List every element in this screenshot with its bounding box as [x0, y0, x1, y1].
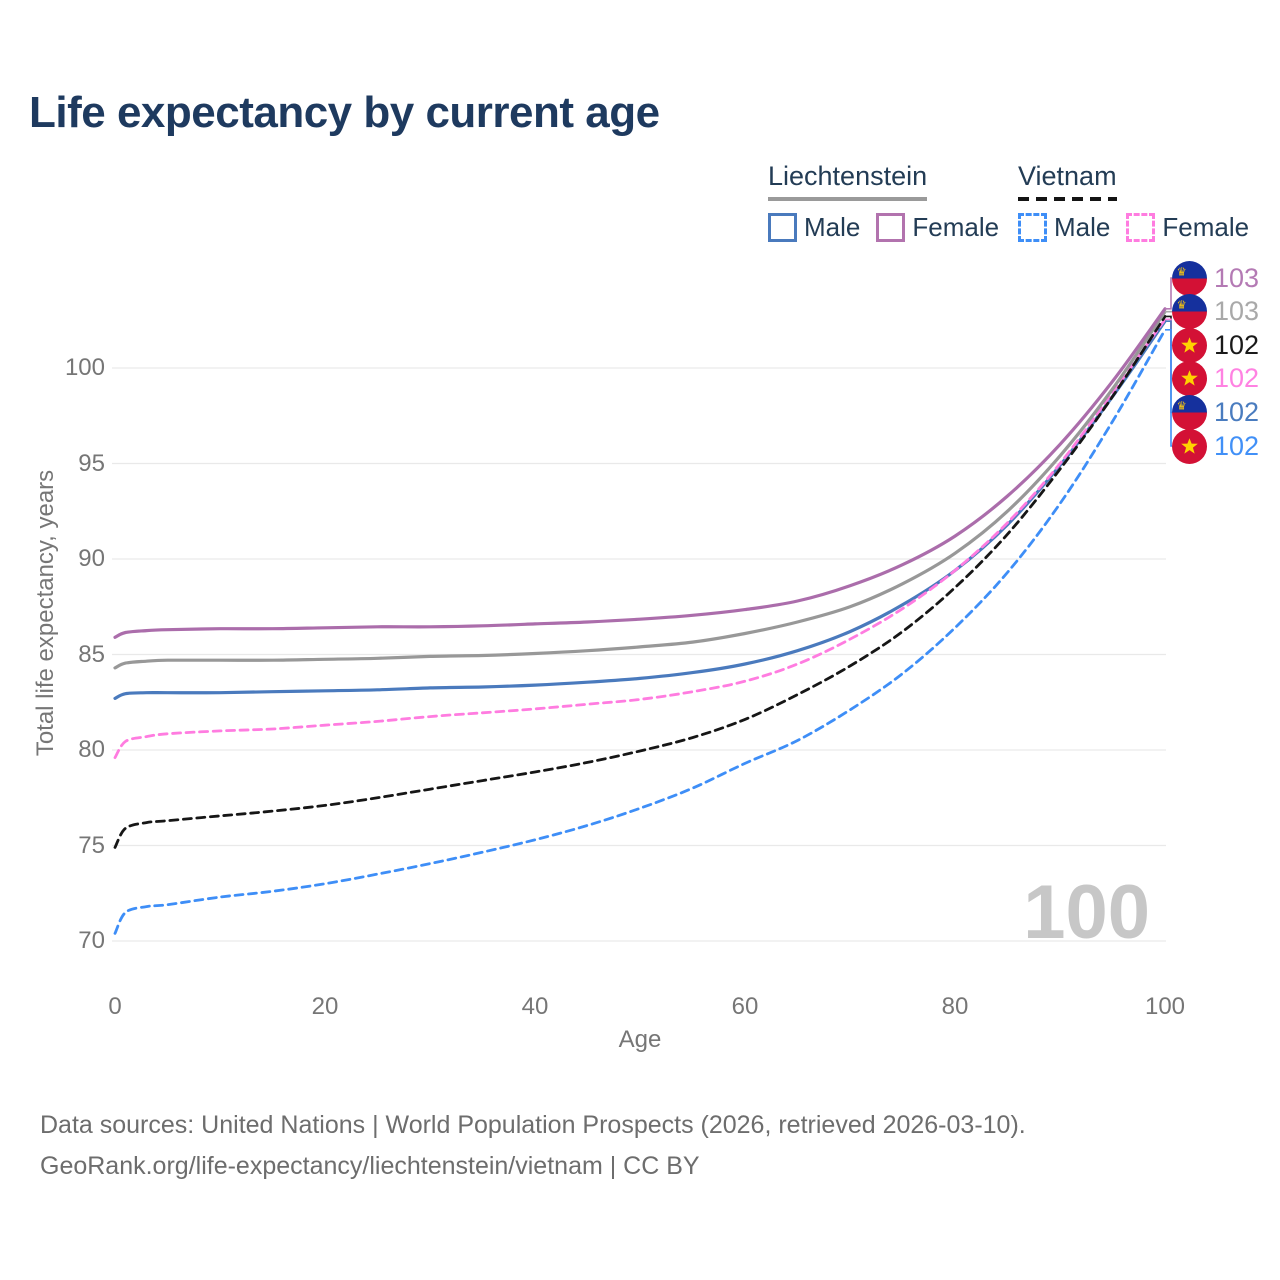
y-tick-label-95: 95 [78, 449, 105, 477]
data-sources-text: Data sources: United Nations | World Pop… [40, 1111, 1026, 1139]
end-value-label: 103 [1214, 296, 1260, 327]
x-tick-label-20: 20 [311, 993, 339, 1020]
legend-country-liechtenstein[interactable]: Liechtenstein [768, 161, 928, 191]
legend-items-row: Male Female [768, 212, 999, 243]
end-label-liechtenstein-both: ♛ 103 [1172, 294, 1260, 330]
liechtenstein-flag-icon: ♛ [1172, 260, 1207, 296]
x-tick-label-40: 40 [521, 993, 549, 1020]
legend-group-vietnam: Vietnam Male Female [1018, 161, 1249, 243]
series-line-liechtenstein-female [113, 307, 1167, 639]
svg-text:♛: ♛ [1177, 398, 1187, 412]
y-tick-label-75: 75 [78, 831, 105, 859]
y-tick-label-70: 70 [78, 927, 105, 954]
end-label-connector [1165, 329, 1172, 447]
liechtenstein-flag-icon: ♛ [1172, 394, 1207, 430]
y-tick-label-90: 90 [78, 545, 105, 572]
x-axis-title: Age [618, 1026, 662, 1053]
dashed-swatch-icon [1018, 213, 1047, 242]
legend-item-liechtenstein-female[interactable]: Female [876, 212, 999, 243]
end-value-label: 102 [1214, 363, 1260, 394]
x-tick-label-60: 60 [731, 993, 759, 1020]
y-tick-label-85: 85 [78, 640, 105, 668]
liechtenstein-flag-icon: ♛ [1172, 294, 1207, 330]
legend-items-row: Male Female [1018, 212, 1249, 243]
legend-vietnam-line-sample [1018, 197, 1117, 201]
attribution-text: GeoRank.org/life-expectancy/liechtenstei… [40, 1152, 700, 1180]
y-tick-label-80: 80 [78, 736, 105, 763]
series-line-liechtenstein-both [113, 310, 1167, 670]
vietnam-flag-icon [1172, 361, 1207, 397]
legend-group-liechtenstein: Liechtenstein Male Female [768, 161, 999, 243]
series-line-vietnam-male [113, 328, 1167, 935]
end-label-vietnam-male: 102 [1172, 428, 1260, 464]
series-line-vietnam-both [113, 315, 1167, 849]
vietnam-flag-icon [1172, 327, 1207, 363]
legend-item-vietnam-male[interactable]: Male [1018, 212, 1110, 243]
y-tick-label-100: 100 [64, 354, 105, 381]
series-line-vietnam-female [113, 317, 1167, 759]
end-value-label: 102 [1214, 430, 1260, 461]
dashed-swatch-icon [1126, 213, 1156, 242]
legend-item-label: Female [912, 212, 1000, 242]
x-tick-label-80: 80 [941, 993, 969, 1020]
legend-item-label: Male [804, 212, 861, 242]
page-title: Life expectancy by current age [29, 88, 660, 137]
solid-swatch-icon [876, 213, 906, 242]
end-value-label: 102 [1214, 396, 1260, 427]
end-value-label: 102 [1214, 329, 1260, 360]
end-label-vietnam-female: 102 [1172, 361, 1260, 397]
end-label-vietnam-both: 102 [1172, 327, 1260, 363]
end-value-label: 103 [1214, 262, 1260, 293]
svg-text:♛: ♛ [1177, 298, 1187, 312]
legend-item-label: Male [1054, 212, 1111, 242]
footer: Data sources: United Nations | World Pop… [40, 1105, 1026, 1187]
age-watermark: 100 [1023, 870, 1150, 955]
legend-liechtenstein-line-sample [768, 197, 928, 201]
end-label-liechtenstein-female: ♛ 103 [1172, 260, 1260, 296]
y-axis-title: Total life expectancy, years [32, 469, 59, 757]
svg-text:♛: ♛ [1177, 264, 1187, 278]
x-tick-label-0: 0 [108, 993, 122, 1020]
x-tick-label-100: 100 [1144, 993, 1186, 1020]
legend-item-vietnam-female[interactable]: Female [1126, 212, 1249, 243]
legend-item-liechtenstein-male[interactable]: Male [768, 212, 860, 243]
legend-item-label: Female [1162, 212, 1250, 242]
solid-swatch-icon [768, 213, 797, 242]
end-label-liechtenstein-male: ♛ 102 [1172, 394, 1260, 430]
end-label-connector [1165, 277, 1172, 310]
vietnam-flag-icon [1172, 428, 1207, 464]
legend-country-vietnam[interactable]: Vietnam [1018, 161, 1117, 191]
